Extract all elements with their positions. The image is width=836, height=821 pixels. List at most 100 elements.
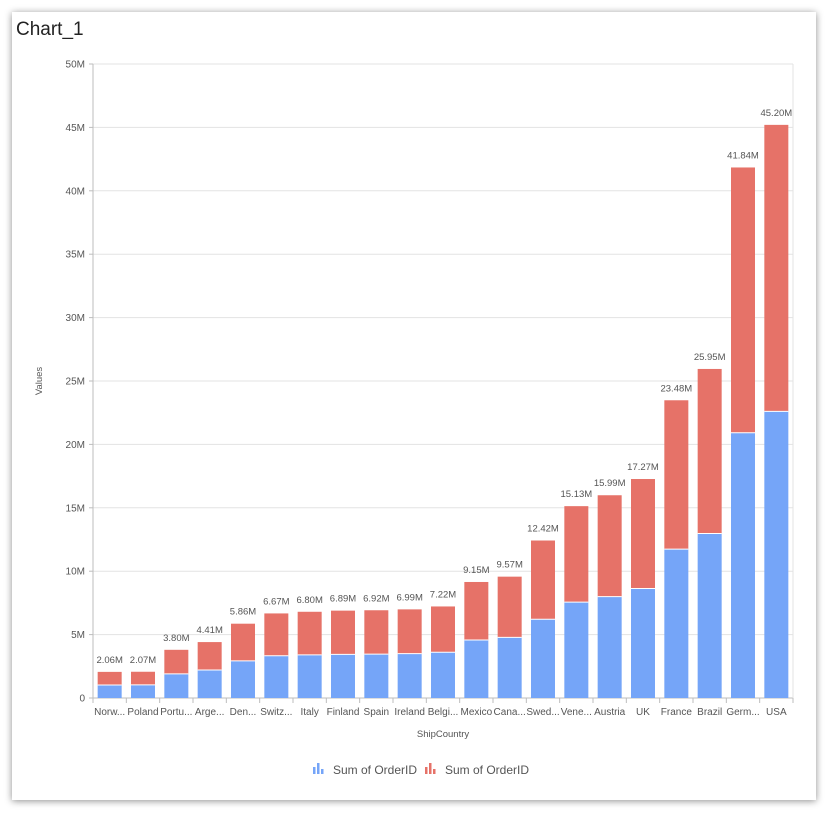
bar-segment-series-1: [297, 654, 322, 698]
data-label: 41.84M: [727, 150, 759, 161]
bar-segment-series-2: [97, 671, 122, 685]
x-tick-label: Austria: [594, 707, 626, 718]
bar-segment-series-1: [331, 654, 355, 698]
data-label: 6.92M: [363, 593, 389, 604]
bar-segment-series-2: [397, 609, 422, 654]
bar-segment-series-2: [564, 506, 589, 603]
data-label: 15.99M: [594, 478, 626, 489]
y-tick-label: 20M: [66, 440, 85, 451]
y-tick-label: 40M: [66, 186, 85, 197]
bar-segment-series-1: [764, 411, 789, 698]
x-tick-label: Spain: [364, 707, 390, 718]
bar-segment-series-1: [697, 533, 722, 698]
x-tick-label: Arge...: [195, 707, 224, 718]
bar-segment-series-2: [331, 610, 355, 655]
legend-icon-bar: [433, 769, 436, 774]
data-label: 45.20M: [760, 108, 792, 119]
bar-segment-series-1: [197, 670, 222, 698]
data-label: 25.95M: [694, 352, 726, 363]
chart-title: Chart_1: [16, 19, 84, 40]
data-label: 23.48M: [660, 383, 692, 394]
bar-segment-series-1: [464, 639, 489, 698]
bar-segment-series-2: [431, 606, 455, 653]
legend-icon-bar: [321, 769, 324, 774]
data-label: 5.86M: [230, 607, 256, 618]
data-label: 6.67M: [263, 596, 289, 607]
bar-segment-series-2: [597, 495, 622, 597]
x-tick-label: Swed...: [526, 707, 559, 718]
bar-segment-series-1: [431, 652, 455, 698]
bar-segment-series-1: [564, 602, 589, 698]
bar-segment-series-1: [131, 684, 155, 698]
bar-segment-series-2: [531, 540, 555, 620]
x-tick-label: Portu...: [160, 707, 192, 718]
bar-segment-series-2: [764, 124, 789, 412]
bar-segment-series-1: [264, 655, 289, 698]
data-label: 6.80M: [296, 595, 322, 606]
data-label: 6.99M: [396, 592, 422, 603]
bar-segment-series-2: [464, 581, 489, 640]
x-tick-label: Den...: [230, 707, 257, 718]
data-label: 3.80M: [163, 633, 189, 644]
x-tick-label: UK: [636, 707, 650, 718]
x-tick-label: Poland: [127, 707, 158, 718]
y-axis-title: Values: [34, 367, 45, 396]
bar-segment-series-1: [597, 596, 622, 698]
bar-segment-series-2: [731, 167, 755, 433]
x-tick-label: Brazil: [697, 707, 722, 718]
data-label: 17.27M: [627, 462, 659, 473]
data-label: 15.13M: [560, 489, 592, 500]
bar-segment-series-1: [164, 673, 189, 698]
bar-segment-series-1: [731, 432, 755, 698]
y-tick-label: 0: [79, 694, 85, 705]
bar-segment-series-2: [264, 613, 289, 656]
data-label: 12.42M: [527, 524, 559, 535]
y-tick-label: 5M: [71, 630, 85, 641]
legend-icon-bar: [313, 767, 316, 774]
legend-label-series-1: Sum of OrderID: [333, 763, 417, 777]
bar-segment-series-2: [664, 400, 689, 550]
bar-segment-series-2: [364, 610, 389, 655]
data-label: 9.57M: [496, 560, 522, 571]
x-tick-label: Norw...: [94, 707, 125, 718]
x-tick-label: France: [661, 707, 693, 718]
data-label: 4.41M: [196, 625, 222, 636]
y-tick-label: 15M: [66, 503, 85, 514]
y-tick-label: 45M: [66, 123, 85, 134]
bar-segment-series-2: [631, 479, 655, 589]
bar-segment-series-2: [164, 649, 189, 674]
y-tick-label: 25M: [66, 377, 85, 388]
x-tick-label: Belgi...: [428, 707, 459, 718]
legend-icon-bar: [425, 767, 428, 774]
bar-segment-series-1: [631, 588, 655, 698]
y-tick-label: 50M: [66, 60, 85, 71]
x-tick-label: Cana...: [494, 707, 526, 718]
y-tick-label: 35M: [66, 250, 85, 261]
bar-segment-series-2: [297, 611, 322, 655]
x-tick-label: Vene...: [561, 707, 592, 718]
bar-segment-series-1: [497, 637, 522, 698]
y-tick-label: 30M: [66, 313, 85, 324]
x-tick-label: Finland: [327, 707, 360, 718]
data-label: 2.07M: [130, 655, 156, 666]
x-tick-label: Ireland: [394, 707, 425, 718]
data-label: 7.22M: [430, 589, 456, 600]
x-tick-label: Italy: [300, 707, 318, 718]
bar-segment-series-2: [197, 642, 222, 671]
bar-segment-series-1: [231, 660, 255, 698]
bar-segment-series-1: [397, 653, 422, 698]
bar-segment-series-1: [364, 654, 389, 698]
bar-segment-series-2: [497, 576, 522, 638]
x-axis-title: ShipCountry: [417, 729, 470, 740]
bar-segment-series-2: [131, 671, 155, 685]
data-label: 9.15M: [463, 565, 489, 576]
x-tick-label: USA: [766, 707, 787, 718]
x-tick-label: Germ...: [726, 707, 759, 718]
data-label: 2.06M: [96, 655, 122, 666]
bar-segment-series-2: [231, 623, 255, 661]
bar-segment-series-1: [664, 549, 689, 698]
x-tick-label: Mexico: [460, 707, 492, 718]
bar-segment-series-1: [97, 684, 122, 698]
x-tick-label: Switz...: [260, 707, 292, 718]
